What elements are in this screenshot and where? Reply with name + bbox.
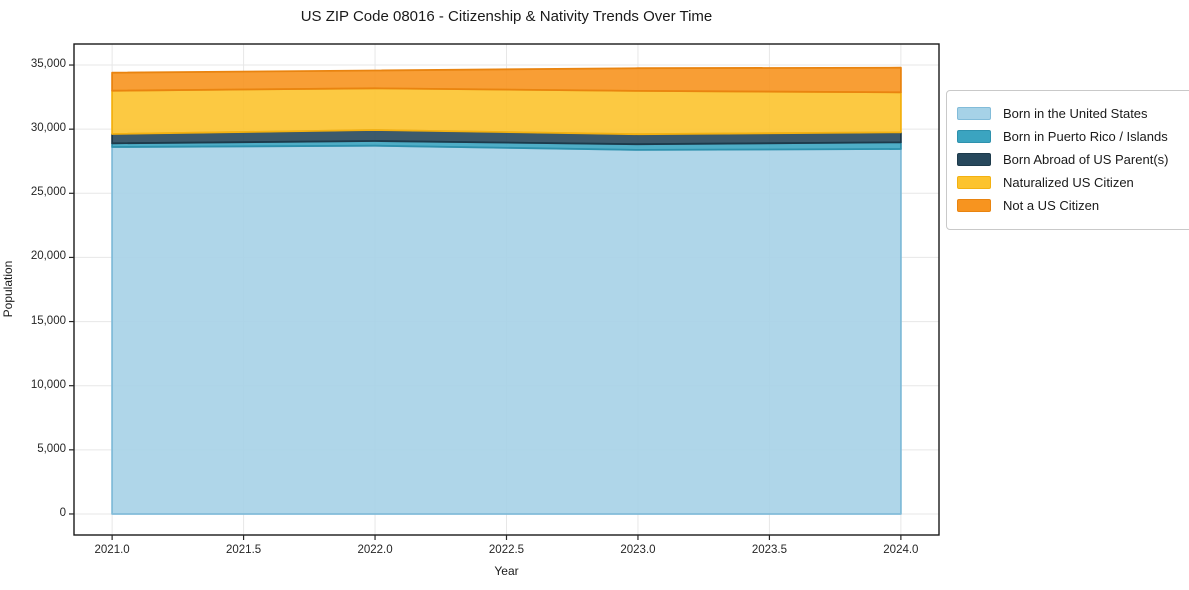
y-axis-label: Population — [1, 260, 15, 318]
y-tick-label: 10,000 — [30, 378, 66, 391]
legend-swatch — [957, 130, 991, 143]
legend-swatch — [957, 107, 991, 120]
y-tick-label: 5,000 — [37, 442, 66, 455]
y-tick-label: 15,000 — [30, 314, 66, 327]
area-series-not-a-us-citizen — [111, 66, 902, 94]
x-tick-label: 2021.0 — [94, 544, 130, 556]
legend-item-born-abroad-of-us-parent-s: Born Abroad of US Parent(s) — [957, 148, 1189, 171]
x-axis-label: Year — [494, 564, 519, 578]
y-tick-label: 35,000 — [30, 58, 66, 71]
legend-label: Born in the United States — [1003, 106, 1148, 121]
legend-label: Born Abroad of US Parent(s) — [1003, 152, 1169, 167]
x-tick-label: 2021.5 — [225, 544, 262, 556]
legend-item-born-in-puerto-rico-islands: Born in Puerto Rico / Islands — [957, 125, 1189, 148]
legend-label: Naturalized US Citizen — [1003, 175, 1134, 190]
area-series-naturalized-us-citizen — [111, 87, 902, 136]
chart-title: US ZIP Code 08016 - Citizenship & Nativi… — [300, 8, 713, 25]
x-tick-label: 2022.5 — [488, 544, 525, 556]
legend-swatch — [957, 153, 991, 166]
area-series-born-in-the-united-states — [111, 144, 902, 515]
x-tick-label: 2022.0 — [357, 544, 393, 556]
legend-item-born-in-the-united-states: Born in the United States — [957, 102, 1189, 125]
legend-label: Not a US Citizen — [1003, 198, 1100, 213]
x-tick-label: 2023.5 — [751, 544, 787, 556]
legend: Born in the United States Born in Puerto … — [946, 90, 1189, 230]
legend-swatch — [957, 199, 991, 212]
legend-label: Born in Puerto Rico / Islands — [1003, 129, 1168, 144]
y-tick-label: 30,000 — [30, 122, 66, 135]
y-tick-label: 25,000 — [30, 186, 66, 199]
legend-item-not-a-us-citizen: Not a US Citizen — [957, 194, 1189, 217]
x-tick-label: 2024.0 — [883, 544, 919, 556]
y-tick-label: 0 — [59, 506, 66, 519]
legend-swatch — [957, 176, 991, 189]
x-tick-label: 2023.0 — [620, 544, 656, 556]
legend-item-naturalized-us-citizen: Naturalized US Citizen — [957, 171, 1189, 194]
y-tick-label: 20,000 — [30, 250, 66, 263]
